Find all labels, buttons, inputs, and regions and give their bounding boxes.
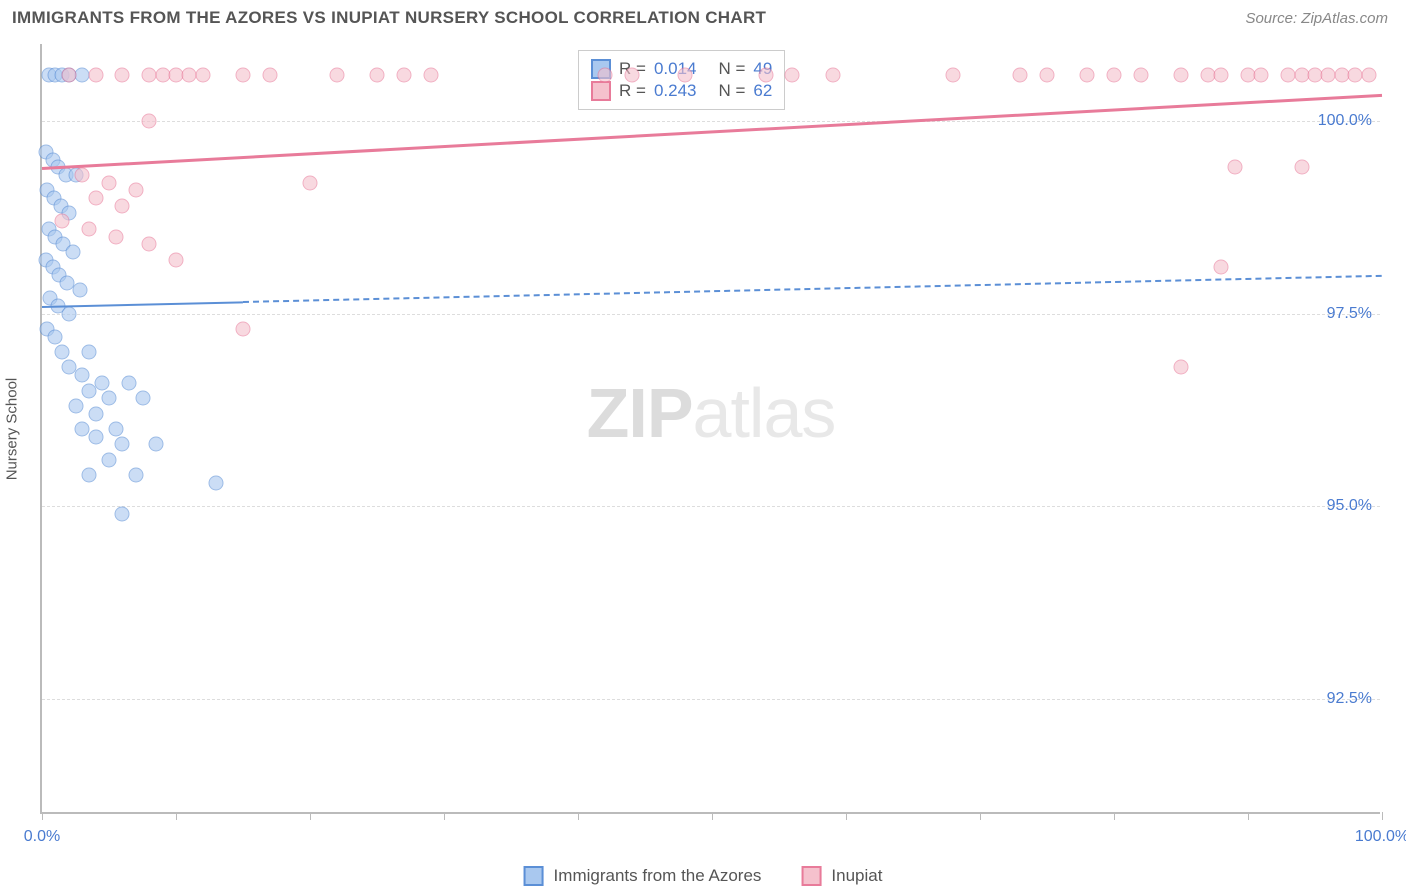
data-point	[128, 183, 143, 198]
data-point	[1013, 67, 1028, 82]
data-point	[1254, 67, 1269, 82]
data-point	[75, 167, 90, 182]
data-point	[825, 67, 840, 82]
data-point	[115, 506, 130, 521]
x-tick-mark	[578, 812, 579, 820]
data-point	[1227, 160, 1242, 175]
x-tick-mark	[176, 812, 177, 820]
plot-area: Nursery School ZIPatlas R = 0.014N = 49R…	[40, 44, 1380, 814]
data-point	[1133, 67, 1148, 82]
data-point	[81, 221, 96, 236]
data-point	[1080, 67, 1095, 82]
x-tick-label: 0.0%	[24, 828, 60, 846]
data-point	[88, 406, 103, 421]
x-tick-mark	[1248, 812, 1249, 820]
data-point	[102, 391, 117, 406]
data-point	[1107, 67, 1122, 82]
data-point	[148, 437, 163, 452]
data-point	[946, 67, 961, 82]
x-tick-label: 100.0%	[1355, 828, 1406, 846]
x-tick-mark	[42, 812, 43, 820]
gridline-h	[42, 506, 1380, 507]
data-point	[262, 67, 277, 82]
data-point	[75, 368, 90, 383]
data-point	[68, 398, 83, 413]
data-point	[55, 214, 70, 229]
source-label: Source: ZipAtlas.com	[1245, 10, 1388, 27]
x-tick-mark	[980, 812, 981, 820]
data-point	[142, 237, 157, 252]
x-tick-mark	[846, 812, 847, 820]
data-point	[95, 375, 110, 390]
data-point	[142, 114, 157, 129]
data-point	[1214, 260, 1229, 275]
legend-item: Inupiat	[801, 866, 882, 886]
data-point	[115, 437, 130, 452]
data-point	[236, 67, 251, 82]
data-point	[1361, 67, 1376, 82]
data-point	[88, 67, 103, 82]
data-point	[169, 252, 184, 267]
data-point	[1174, 67, 1189, 82]
data-point	[102, 452, 117, 467]
data-point	[81, 468, 96, 483]
data-point	[65, 244, 80, 259]
data-point	[55, 345, 70, 360]
data-point	[81, 383, 96, 398]
data-point	[81, 345, 96, 360]
data-point	[329, 67, 344, 82]
trend-line-dashed	[243, 275, 1382, 303]
data-point	[396, 67, 411, 82]
y-tick-label: 100.0%	[1318, 112, 1372, 130]
data-point	[597, 67, 612, 82]
x-tick-mark	[712, 812, 713, 820]
legend-item: Immigrants from the Azores	[524, 866, 762, 886]
data-point	[423, 67, 438, 82]
watermark: ZIPatlas	[587, 373, 836, 453]
data-point	[1174, 360, 1189, 375]
data-point	[108, 229, 123, 244]
data-point	[303, 175, 318, 190]
data-point	[128, 468, 143, 483]
chart-title: IMMIGRANTS FROM THE AZORES VS INUPIAT NU…	[12, 8, 766, 28]
series-legend: Immigrants from the Azores Inupiat	[524, 866, 883, 886]
data-point	[678, 67, 693, 82]
data-point	[1294, 160, 1309, 175]
y-tick-label: 92.5%	[1327, 690, 1372, 708]
data-point	[195, 67, 210, 82]
data-point	[1214, 67, 1229, 82]
y-axis-label: Nursery School	[4, 378, 21, 481]
data-point	[236, 321, 251, 336]
x-tick-mark	[1114, 812, 1115, 820]
data-point	[61, 306, 76, 321]
x-tick-mark	[1382, 812, 1383, 820]
data-point	[115, 67, 130, 82]
y-tick-label: 95.0%	[1327, 497, 1372, 515]
trend-line	[42, 301, 243, 308]
data-point	[48, 329, 63, 344]
data-point	[88, 191, 103, 206]
y-tick-label: 97.5%	[1327, 305, 1372, 323]
data-point	[61, 67, 76, 82]
data-point	[209, 475, 224, 490]
data-point	[135, 391, 150, 406]
data-point	[122, 375, 137, 390]
data-point	[102, 175, 117, 190]
data-point	[88, 429, 103, 444]
gridline-h	[42, 121, 1380, 122]
data-point	[785, 67, 800, 82]
x-tick-mark	[310, 812, 311, 820]
data-point	[72, 283, 87, 298]
stats-legend-row: R = 0.243N = 62	[591, 81, 772, 101]
data-point	[1040, 67, 1055, 82]
data-point	[115, 198, 130, 213]
data-point	[108, 422, 123, 437]
x-tick-mark	[444, 812, 445, 820]
gridline-h	[42, 314, 1380, 315]
data-point	[758, 67, 773, 82]
data-point	[370, 67, 385, 82]
data-point	[624, 67, 639, 82]
gridline-h	[42, 699, 1380, 700]
